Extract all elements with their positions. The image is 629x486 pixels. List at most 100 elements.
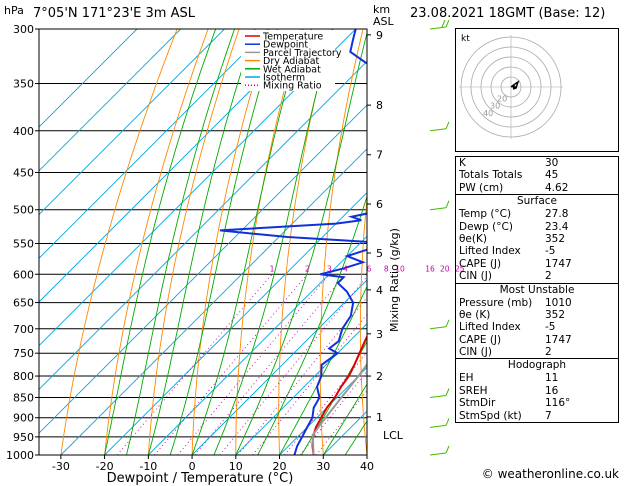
table-row: StmDir 116° — [456, 397, 618, 409]
isotherm-line — [39, 29, 356, 347]
table-row: θe(K) 352 — [456, 233, 618, 245]
row-label: PW (cm) — [459, 181, 504, 194]
row-value: 116° — [545, 397, 571, 410]
km-tick-label: 8 — [376, 99, 383, 112]
y-tick-label: 850 — [13, 391, 34, 404]
wind-barb-flag — [445, 319, 450, 327]
y-tick-label: 350 — [13, 78, 34, 91]
legend-item-label: Isotherm — [263, 73, 305, 84]
table-section-title: Most Unstable — [499, 283, 575, 296]
wet-adiabat-line — [213, 29, 334, 455]
wind-barb — [429, 395, 447, 398]
wind-barb-flag — [445, 418, 450, 426]
copyright-text: © weatheronline.co.uk — [481, 467, 619, 481]
row-label: Pressure (mb) — [459, 296, 533, 309]
row-label: K — [459, 157, 466, 169]
mixing-ratio-label: 2 — [305, 264, 310, 273]
y-tick-label: 700 — [13, 323, 34, 336]
y-tick-label: 400 — [13, 125, 34, 138]
x-tick-label: -30 — [52, 460, 70, 473]
x-tick-label: -20 — [96, 460, 114, 473]
row-value: 1010 — [545, 296, 572, 309]
km-tick-label: 2 — [376, 370, 383, 383]
x-tick-label: 0 — [189, 460, 196, 473]
table-row: StmSpd (kt) 7 — [456, 410, 618, 422]
row-value: 1747 — [545, 333, 572, 346]
wind-barb-flag — [441, 19, 446, 28]
y-tick-label: 300 — [13, 23, 34, 36]
y-tick-label: 800 — [13, 370, 34, 383]
y2-axis-label: Mixing Ratio (g/kg) — [388, 228, 401, 332]
row-value: 30 — [545, 157, 559, 169]
row-label: CAPE (J) — [459, 333, 502, 346]
y-tick-label: 1000 — [6, 449, 34, 462]
dry-adiabat-line — [278, 29, 333, 455]
isotherm-line — [39, 104, 367, 434]
dry-adiabat-line — [191, 29, 271, 455]
table-row: Dewp (°C) 23.4 — [456, 221, 618, 233]
wind-barb — [429, 326, 447, 330]
hodograph-panel: kt 40 30 20 — [455, 28, 619, 152]
mixing-ratio-line — [116, 274, 273, 455]
hodograph-ring-label: 40 — [483, 109, 493, 118]
row-value: 27.8 — [545, 208, 569, 221]
row-label: Temp (°C) — [459, 208, 512, 221]
x-tick-label: 20 — [273, 460, 287, 473]
row-label: StmSpd (kt) — [459, 409, 522, 422]
indices-table: K 30 Totals Totals 45 PW (cm) 4.62 Surface Tem… — [455, 156, 619, 424]
row-value: 7 — [545, 409, 552, 422]
dry-adiabat-line — [104, 29, 209, 455]
isotherm-line — [39, 60, 367, 391]
table-section-title: Hodograph — [507, 359, 567, 372]
row-value: 352 — [545, 232, 566, 245]
wind-barb-flag — [445, 445, 450, 454]
wind-barb — [429, 128, 447, 132]
lcl-label: LCL — [383, 429, 404, 442]
table-row: SREH 16 — [456, 385, 618, 397]
mixing-ratio-label: 3 — [327, 264, 332, 273]
y-tick-label: 450 — [13, 166, 34, 179]
table-row: θe (K) 352 — [456, 309, 618, 321]
x-axis-label: Dewpoint / Temperature (°C) — [107, 471, 294, 486]
row-label: Lifted Index — [459, 321, 521, 334]
legend-item-label: Dewpoint — [263, 40, 308, 51]
table-row: CAPE (J) 1747 — [456, 258, 618, 270]
wet-adiabat-line — [169, 29, 279, 455]
table-section-title: Surface — [516, 195, 557, 208]
mixing-ratio-label: 6 — [367, 264, 372, 273]
mixing-ratio-label: 10 — [395, 264, 405, 273]
mixing-ratio-label: 4 — [343, 264, 348, 273]
isotherm-line — [39, 29, 182, 172]
dry-adiabat-line — [319, 29, 364, 455]
row-value: 11 — [545, 372, 559, 385]
isotherm-line — [235, 323, 367, 455]
mixing-ratio-line — [299, 370, 367, 455]
isotherm-line — [39, 29, 313, 303]
km-tick-label: 7 — [376, 149, 383, 162]
km-tick-label: 6 — [376, 198, 383, 211]
table-row: PW (cm) 4.62 — [456, 182, 618, 194]
dry-adiabat-line — [147, 29, 240, 455]
row-label: CIN (J) — [459, 346, 492, 359]
row-label: θe(K) — [459, 232, 487, 245]
mixing-ratio-label: 20 — [440, 264, 450, 273]
wet-adiabat-line — [126, 29, 235, 455]
wind-barb — [429, 207, 447, 211]
table-row: Temp (°C) 27.8 — [456, 208, 618, 220]
row-value: 2 — [545, 270, 552, 283]
hodograph-ring-label: 30 — [490, 102, 500, 111]
isotherm-line — [39, 29, 138, 128]
datetime-title: 23.08.2021 18GMT (Base: 12) — [410, 6, 606, 21]
wet-adiabat-line — [104, 29, 217, 455]
row-value: 2 — [545, 346, 552, 359]
isotherm-line — [191, 279, 367, 455]
table-row: CIN (J) 2 — [456, 270, 618, 282]
y-tick-label: 650 — [13, 297, 34, 310]
mixing-ratio-label: 25 — [455, 264, 465, 273]
wind-barb-flag — [445, 121, 450, 129]
legend-item-label: Mixing Ratio — [263, 81, 322, 92]
wet-adiabat-line — [147, 29, 256, 455]
row-value: 1747 — [545, 257, 572, 270]
table-row: Pressure (mb) 1010 — [456, 297, 618, 309]
